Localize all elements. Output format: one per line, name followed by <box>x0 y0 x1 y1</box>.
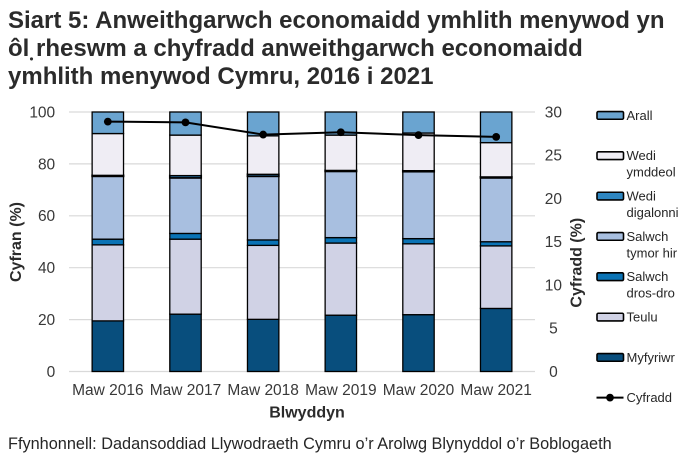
svg-text:Maw 2018: Maw 2018 <box>227 382 299 399</box>
svg-text:Myfyriwr: Myfyriwr <box>627 350 676 365</box>
svg-text:60: 60 <box>38 208 56 225</box>
svg-text:Maw 2021: Maw 2021 <box>460 382 532 399</box>
svg-text:0: 0 <box>549 364 558 381</box>
svg-text:digalonni: digalonni <box>627 205 679 220</box>
svg-text:Maw 2020: Maw 2020 <box>383 382 455 399</box>
svg-text:5: 5 <box>549 321 558 338</box>
svg-text:Siart 5: Anweithgarwch economa: Siart 5: Anweithgarwch economaidd ymhlit… <box>8 7 665 34</box>
svg-text:40: 40 <box>38 260 56 277</box>
svg-text:Cyfradd: Cyfradd <box>627 390 673 405</box>
svg-text:Wedi: Wedi <box>627 148 656 163</box>
svg-text:ymhlith menywod Cymru, 2016 i: ymhlith menywod Cymru, 2016 i 2021 <box>8 63 434 90</box>
svg-text:30: 30 <box>545 104 563 121</box>
svg-text:ôl rheswm a chyfradd anweithga: ôl rheswm a chyfradd anweithgarwch econo… <box>8 35 583 62</box>
svg-text:Wedi: Wedi <box>627 189 656 204</box>
svg-text:dros-dro: dros-dro <box>627 286 675 301</box>
svg-text:tymor hir: tymor hir <box>627 245 678 260</box>
svg-text:Maw 2017: Maw 2017 <box>150 382 222 399</box>
svg-text:20: 20 <box>38 312 56 329</box>
svg-text:100: 100 <box>29 104 55 121</box>
svg-text:Salwch: Salwch <box>627 229 669 244</box>
svg-text:Maw 2019: Maw 2019 <box>305 382 377 399</box>
svg-text:Cyfradd (%): Cyfradd (%) <box>569 218 586 308</box>
svg-text:80: 80 <box>38 156 56 173</box>
svg-text:Maw 2016: Maw 2016 <box>72 382 144 399</box>
svg-text:ymddeol: ymddeol <box>627 165 676 180</box>
svg-text:15: 15 <box>545 234 562 251</box>
svg-text:Ffynhonnell: Dadansoddiad Llyw: Ffynhonnell: Dadansoddiad Llywodraeth Cy… <box>8 435 612 453</box>
svg-text:Arall: Arall <box>627 108 653 123</box>
svg-text:10: 10 <box>545 277 563 294</box>
svg-text:20: 20 <box>545 191 563 208</box>
svg-text:Teulu: Teulu <box>627 310 658 325</box>
svg-text:Cyfran (%): Cyfran (%) <box>8 202 25 282</box>
svg-text:25: 25 <box>545 148 562 165</box>
svg-text:Salwch: Salwch <box>627 269 669 284</box>
svg-text:0: 0 <box>47 364 56 381</box>
svg-text:Blwyddyn: Blwyddyn <box>269 404 345 421</box>
